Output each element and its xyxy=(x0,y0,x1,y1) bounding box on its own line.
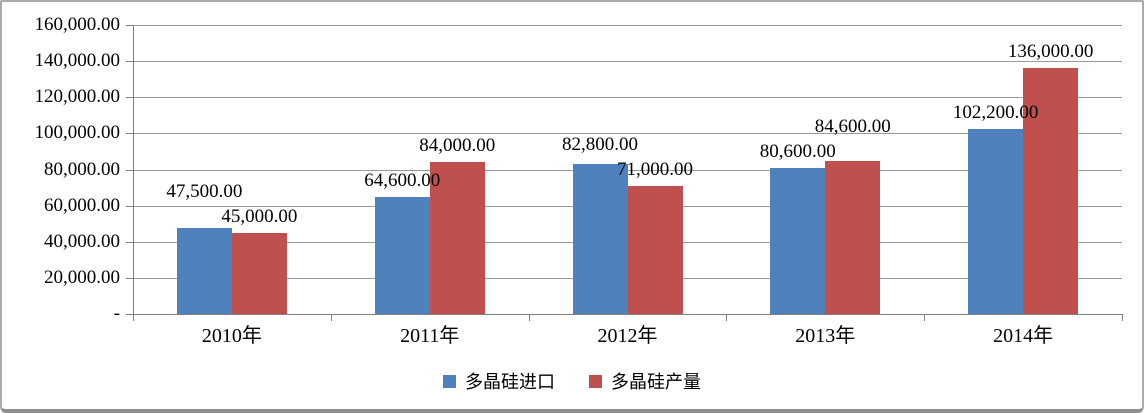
legend: 多晶硅进口 多晶硅产量 xyxy=(2,368,1142,394)
y-axis-line xyxy=(133,25,134,321)
bar-value-label: 71,000.00 xyxy=(617,158,693,180)
gridline xyxy=(133,169,1122,171)
bar-value-label: 45,000.00 xyxy=(221,205,298,227)
bar-production xyxy=(231,232,287,314)
y-tick-label: 100,000.00 xyxy=(34,122,121,144)
bar-value-label: 102,200.00 xyxy=(952,102,1039,124)
x-category-label: 2013年 xyxy=(795,325,856,347)
bar-production xyxy=(1023,68,1079,314)
x-axis-tick xyxy=(528,314,530,321)
x-category-label: 2011年 xyxy=(400,325,460,347)
x-axis-tick xyxy=(924,314,926,321)
bar-import xyxy=(770,168,826,314)
bar-production xyxy=(825,161,881,314)
gridline xyxy=(133,133,1122,135)
x-category-label: 2014年 xyxy=(993,325,1054,347)
y-tick-label: 120,000.00 xyxy=(34,86,121,108)
x-category-label: 2010年 xyxy=(201,325,262,347)
y-axis-tick xyxy=(126,25,133,26)
bar-import xyxy=(968,129,1024,314)
bar-production xyxy=(627,185,683,314)
bar-import xyxy=(176,228,232,314)
bar-value-label: 47,500.00 xyxy=(166,180,243,202)
bar-value-label: 84,000.00 xyxy=(419,135,496,157)
bar-value-label: 64,600.00 xyxy=(364,170,441,192)
x-axis-line xyxy=(126,314,1122,315)
y-axis-tick xyxy=(126,133,133,135)
bar-import xyxy=(374,197,430,314)
x-axis-tick xyxy=(330,314,332,321)
legend-item-import: 多晶硅进口 xyxy=(443,368,555,394)
bar-production xyxy=(429,162,485,314)
y-axis-tick xyxy=(126,205,133,207)
x-category-label: 2012年 xyxy=(597,325,658,347)
bar-value-label: 84,600.00 xyxy=(814,116,891,138)
x-axis-tick xyxy=(133,314,134,321)
y-tick-label: - xyxy=(113,303,120,324)
gridline xyxy=(133,61,1122,63)
y-axis-tick xyxy=(126,277,133,279)
y-tick-label: 80,000.00 xyxy=(44,158,120,180)
bar-value-label: 80,600.00 xyxy=(759,141,836,163)
y-tick-label: 60,000.00 xyxy=(44,194,120,216)
bar-import xyxy=(572,164,628,314)
legend-swatch-import xyxy=(443,374,456,388)
gridline xyxy=(133,97,1122,99)
x-axis-tick xyxy=(726,314,728,321)
y-axis-tick xyxy=(126,61,133,63)
y-tick-label: 20,000.00 xyxy=(44,266,120,288)
bar-value-label: 136,000.00 xyxy=(1007,41,1094,63)
legend-label-production: 多晶硅产量 xyxy=(611,372,701,392)
y-tick-label: 160,000.00 xyxy=(34,14,121,35)
y-axis-tick xyxy=(126,241,133,243)
legend-swatch-production xyxy=(589,374,602,388)
y-tick-label: 140,000.00 xyxy=(34,50,121,72)
legend-label-import: 多晶硅进口 xyxy=(465,372,555,392)
bar-value-label: 82,800.00 xyxy=(562,133,638,155)
legend-item-production: 多晶硅产量 xyxy=(589,368,701,394)
gridline xyxy=(133,25,1122,26)
x-axis-tick xyxy=(1122,314,1123,321)
y-tick-label: 40,000.00 xyxy=(44,230,120,252)
y-axis-tick xyxy=(126,169,133,171)
y-axis-tick xyxy=(126,97,133,99)
